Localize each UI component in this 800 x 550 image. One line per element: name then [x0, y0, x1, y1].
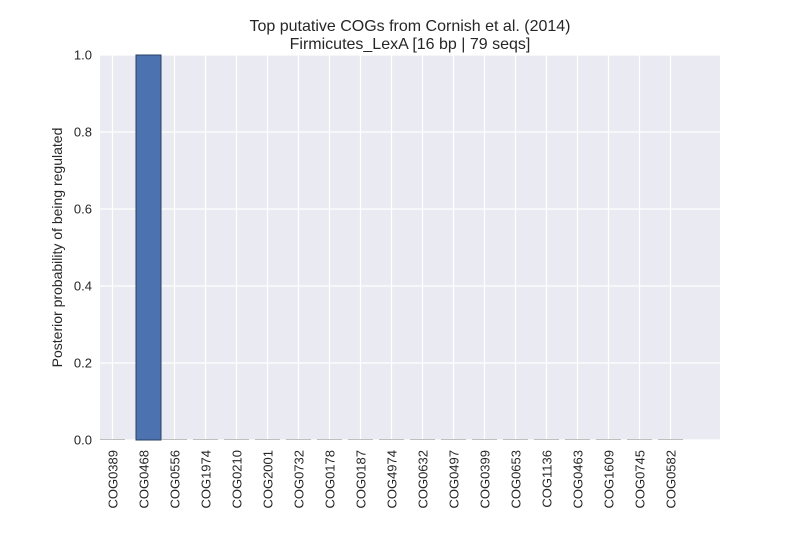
bars — [100, 54, 683, 441]
x-tick-label: COG0178 — [323, 450, 338, 509]
bar-COG0468 — [135, 54, 162, 441]
chart-title: Top putative COGs from Cornish et al. (2… — [249, 18, 570, 35]
x-tick-label: COG4974 — [385, 450, 400, 509]
plot-area — [100, 55, 720, 440]
x-axis-ticks: COG0389 COG0468 COG0556 COG1974 COG0210 COG20… — [106, 450, 679, 509]
y-tick-label: 0.2 — [74, 356, 92, 371]
y-axis-label: Posterior probability of being regulated — [49, 128, 65, 368]
x-tick-label: COG2001 — [261, 450, 276, 509]
x-tick-label: COG0745 — [633, 450, 648, 509]
x-tick-label: COG1136 — [540, 450, 555, 508]
x-tick-label: COG1609 — [602, 450, 617, 509]
y-tick-label: 0.8 — [74, 125, 92, 140]
x-tick-label: COG0556 — [168, 450, 183, 509]
y-tick-label: 0.0 — [74, 433, 92, 448]
x-tick-label: COG1974 — [199, 450, 214, 509]
chart-subtitle: Firmicutes_LexA [16 bp | 79 seqs] — [290, 36, 531, 53]
y-tick-label: 1.0 — [74, 48, 92, 63]
x-tick-label: COG0468 — [137, 450, 152, 509]
x-tick-label: COG0653 — [509, 450, 524, 509]
x-tick-label: COG0399 — [478, 450, 493, 509]
x-tick-label: COG0497 — [447, 450, 462, 509]
x-tick-label: COG0582 — [664, 450, 679, 509]
x-tick-label: COG0463 — [571, 450, 586, 509]
x-tick-label: COG0632 — [416, 450, 431, 509]
x-tick-label: COG0389 — [106, 450, 121, 509]
y-tick-label: 0.6 — [74, 202, 92, 217]
x-tick-label: COG0210 — [230, 450, 245, 509]
x-tick-label: COG0187 — [354, 450, 369, 509]
y-tick-label: 0.4 — [74, 279, 92, 294]
y-axis-ticks: 0.0 0.2 0.4 0.6 0.8 1.0 — [74, 48, 92, 448]
grid — [100, 54, 720, 441]
x-tick-label: COG0732 — [292, 450, 307, 509]
